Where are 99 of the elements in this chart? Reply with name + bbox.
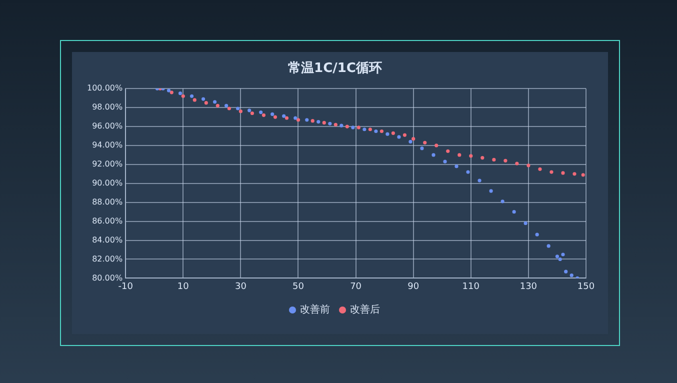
- x-tick-label: 90: [408, 282, 420, 292]
- x-tick-label: -10: [118, 282, 134, 292]
- point: [550, 170, 554, 174]
- point: [259, 110, 263, 114]
- point: [166, 88, 171, 92]
- y-tick-label: 92.00%: [92, 160, 123, 169]
- point: [469, 154, 473, 158]
- legend-label: 改善前: [300, 304, 330, 316]
- point: [515, 162, 519, 166]
- point: [561, 252, 565, 256]
- point: [356, 126, 360, 130]
- point: [386, 132, 390, 136]
- x-tick-label: 150: [577, 282, 595, 292]
- x-tick-label: 70: [350, 282, 362, 292]
- point: [526, 164, 530, 168]
- point: [368, 128, 372, 132]
- point: [538, 167, 542, 171]
- x-tick-label: 50: [292, 282, 304, 292]
- point: [334, 122, 338, 126]
- point: [380, 129, 384, 134]
- chart-title: 常温1C/1C循环: [288, 61, 382, 76]
- point: [500, 200, 504, 204]
- point: [294, 116, 298, 120]
- point: [402, 133, 407, 137]
- point: [504, 158, 508, 162]
- point: [238, 110, 242, 114]
- point: [524, 221, 528, 226]
- y-tick-label: 80.00%: [92, 273, 123, 282]
- point: [432, 153, 436, 157]
- point: [446, 149, 450, 153]
- point: [535, 232, 539, 236]
- point: [489, 189, 493, 193]
- point: [192, 98, 196, 102]
- point: [236, 106, 240, 110]
- point: [224, 104, 228, 108]
- point: [227, 106, 231, 110]
- point: [201, 97, 206, 101]
- point: [284, 116, 289, 120]
- point: [492, 158, 496, 162]
- point: [546, 244, 550, 248]
- point: [316, 120, 320, 124]
- point: [270, 112, 274, 116]
- point: [564, 270, 568, 274]
- point: [434, 144, 438, 148]
- point: [328, 122, 332, 126]
- y-tick-label: 96.00%: [92, 122, 123, 131]
- x-tick-label: 130: [520, 282, 538, 292]
- point: [561, 171, 565, 175]
- x-tick-label: 30: [234, 282, 247, 292]
- point: [412, 137, 416, 141]
- point: [181, 94, 185, 98]
- point: [374, 129, 378, 134]
- point: [322, 120, 326, 125]
- x-tick-label: 110: [462, 282, 480, 292]
- point: [170, 90, 174, 94]
- point: [204, 101, 208, 105]
- point: [558, 257, 562, 262]
- y-tick-label: 100.00%: [87, 84, 123, 93]
- point: [273, 115, 278, 119]
- y-tick-label: 88.00%: [92, 197, 123, 206]
- point: [250, 111, 254, 116]
- y-tick-label: 90.00%: [92, 178, 123, 188]
- y-tick-label: 86.00%: [92, 216, 123, 226]
- point: [408, 140, 412, 144]
- point: [454, 164, 458, 168]
- point: [391, 131, 396, 135]
- point: [397, 135, 401, 139]
- point: [282, 114, 286, 118]
- point: [458, 153, 462, 157]
- y-tick-label: 82.00%: [92, 254, 123, 264]
- point: [190, 94, 194, 98]
- point: [305, 118, 309, 122]
- point: [423, 140, 427, 144]
- point: [420, 146, 424, 150]
- point: [310, 119, 314, 123]
- point: [362, 128, 366, 132]
- point: [345, 124, 349, 128]
- point: [178, 92, 182, 96]
- point: [443, 160, 447, 164]
- point: [216, 104, 220, 108]
- x-tick-label: 10: [177, 282, 190, 292]
- point: [570, 274, 574, 278]
- point: [296, 118, 300, 122]
- point: [480, 156, 484, 160]
- point: [478, 178, 482, 182]
- y-tick-label: 94.00%: [92, 140, 123, 150]
- y-tick-label: 84.00%: [92, 235, 123, 244]
- point: [262, 113, 266, 117]
- point: [581, 173, 585, 177]
- legend-label: 改善后: [350, 304, 380, 316]
- point: [512, 210, 516, 214]
- point: [351, 126, 355, 130]
- point: [340, 124, 344, 128]
- point: [248, 108, 252, 112]
- point: [572, 172, 576, 176]
- point: [555, 254, 560, 258]
- point: [213, 100, 217, 104]
- y-tick-label: 98.00%: [92, 102, 123, 112]
- point: [466, 170, 470, 174]
